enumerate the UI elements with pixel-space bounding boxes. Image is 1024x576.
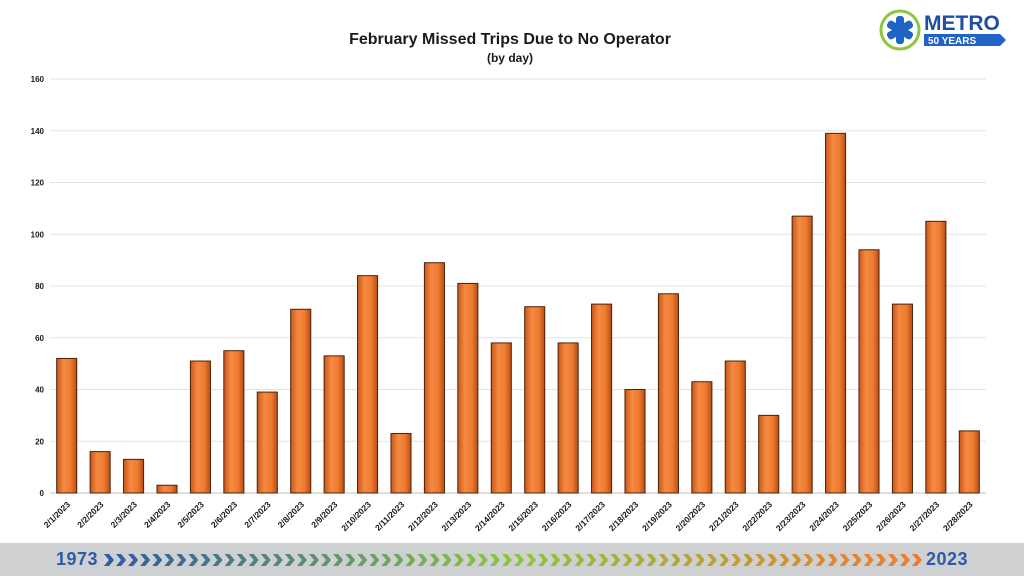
x-tick-label: 2/6/2023 bbox=[209, 499, 240, 530]
bar bbox=[223, 350, 245, 494]
bar bbox=[390, 432, 412, 494]
bar bbox=[791, 215, 813, 494]
x-tick-label: 2/1/2023 bbox=[42, 499, 73, 530]
x-tick-label: 2/15/2023 bbox=[506, 499, 540, 533]
x-axis-ticks: 2/1/2023 2/2/2023 2/3/2023 2/4/2023 2/5/2023… bbox=[42, 499, 975, 533]
bar bbox=[557, 342, 579, 494]
x-tick-label: 2/25/2023 bbox=[841, 499, 875, 533]
y-axis-ticks: 0 20 40 60 80 100 120 140 160 bbox=[31, 75, 45, 498]
x-tick-label: 2/7/2023 bbox=[242, 499, 273, 530]
asterisk-icon bbox=[886, 16, 914, 44]
footer-start-year: 1973 bbox=[56, 549, 99, 569]
y-tick-label: 60 bbox=[35, 334, 44, 343]
y-tick-label: 120 bbox=[31, 179, 45, 188]
bar bbox=[290, 308, 312, 494]
chart-subtitle: (by day) bbox=[487, 51, 533, 65]
bar bbox=[858, 249, 880, 494]
bar-chart: February Missed Trips Due to No Operator… bbox=[31, 31, 986, 533]
bar bbox=[56, 357, 78, 494]
bar bbox=[490, 342, 512, 494]
bar bbox=[758, 414, 780, 494]
y-tick-label: 0 bbox=[40, 489, 45, 498]
y-tick-label: 80 bbox=[35, 282, 44, 291]
x-tick-label: 2/24/2023 bbox=[807, 499, 841, 533]
x-tick-label: 2/18/2023 bbox=[607, 499, 641, 533]
bar bbox=[691, 381, 713, 494]
metro-logo: METRO 50 YEARS bbox=[878, 8, 1014, 52]
x-tick-label: 2/12/2023 bbox=[406, 499, 440, 533]
x-tick-label: 2/9/2023 bbox=[309, 499, 340, 530]
bar bbox=[89, 451, 111, 494]
bar bbox=[323, 355, 345, 494]
footer-banner: 1973 2023 bbox=[0, 543, 1024, 576]
y-tick-label: 40 bbox=[35, 386, 44, 395]
bar bbox=[925, 220, 947, 494]
logo-brand: METRO bbox=[924, 12, 1000, 35]
bars bbox=[56, 132, 980, 494]
x-tick-label: 2/8/2023 bbox=[276, 499, 307, 530]
x-tick-label: 2/10/2023 bbox=[339, 499, 373, 533]
x-tick-label: 2/28/2023 bbox=[941, 499, 975, 533]
chart-title: February Missed Trips Due to No Operator bbox=[349, 31, 671, 48]
bar bbox=[457, 282, 479, 494]
x-tick-label: 2/22/2023 bbox=[740, 499, 774, 533]
bar bbox=[524, 306, 546, 494]
y-tick-label: 100 bbox=[31, 230, 45, 239]
x-tick-label: 2/27/2023 bbox=[907, 499, 941, 533]
bar bbox=[891, 303, 913, 494]
x-tick-label: 2/13/2023 bbox=[439, 499, 473, 533]
x-tick-label: 2/26/2023 bbox=[874, 499, 908, 533]
x-tick-label: 2/11/2023 bbox=[373, 499, 407, 533]
x-tick-label: 2/19/2023 bbox=[640, 499, 674, 533]
bar bbox=[423, 262, 445, 494]
x-tick-label: 2/4/2023 bbox=[142, 499, 173, 530]
logo-tagline: 50 YEARS bbox=[928, 36, 977, 47]
x-tick-label: 2/21/2023 bbox=[707, 499, 741, 533]
x-tick-label: 2/23/2023 bbox=[774, 499, 808, 533]
bar bbox=[624, 389, 646, 494]
bar bbox=[825, 132, 847, 494]
x-tick-label: 2/17/2023 bbox=[573, 499, 607, 533]
bar bbox=[657, 293, 679, 494]
bar bbox=[591, 303, 613, 494]
bar bbox=[256, 391, 278, 494]
x-tick-label: 2/2/2023 bbox=[75, 499, 106, 530]
bar bbox=[189, 360, 211, 494]
chevron-arrows-icon bbox=[104, 554, 922, 566]
x-tick-label: 2/20/2023 bbox=[673, 499, 707, 533]
x-tick-label: 2/14/2023 bbox=[473, 499, 507, 533]
bar bbox=[123, 458, 145, 494]
x-tick-label: 2/5/2023 bbox=[175, 499, 206, 530]
x-tick-label: 2/16/2023 bbox=[540, 499, 574, 533]
y-tick-label: 140 bbox=[31, 127, 45, 136]
bar bbox=[156, 484, 178, 494]
x-tick-label: 2/3/2023 bbox=[109, 499, 140, 530]
bar bbox=[357, 275, 379, 494]
y-tick-label: 160 bbox=[31, 75, 45, 84]
bar bbox=[958, 430, 980, 494]
y-tick-label: 20 bbox=[35, 437, 44, 446]
bar bbox=[724, 360, 746, 494]
footer-end-year: 2023 bbox=[926, 549, 969, 569]
